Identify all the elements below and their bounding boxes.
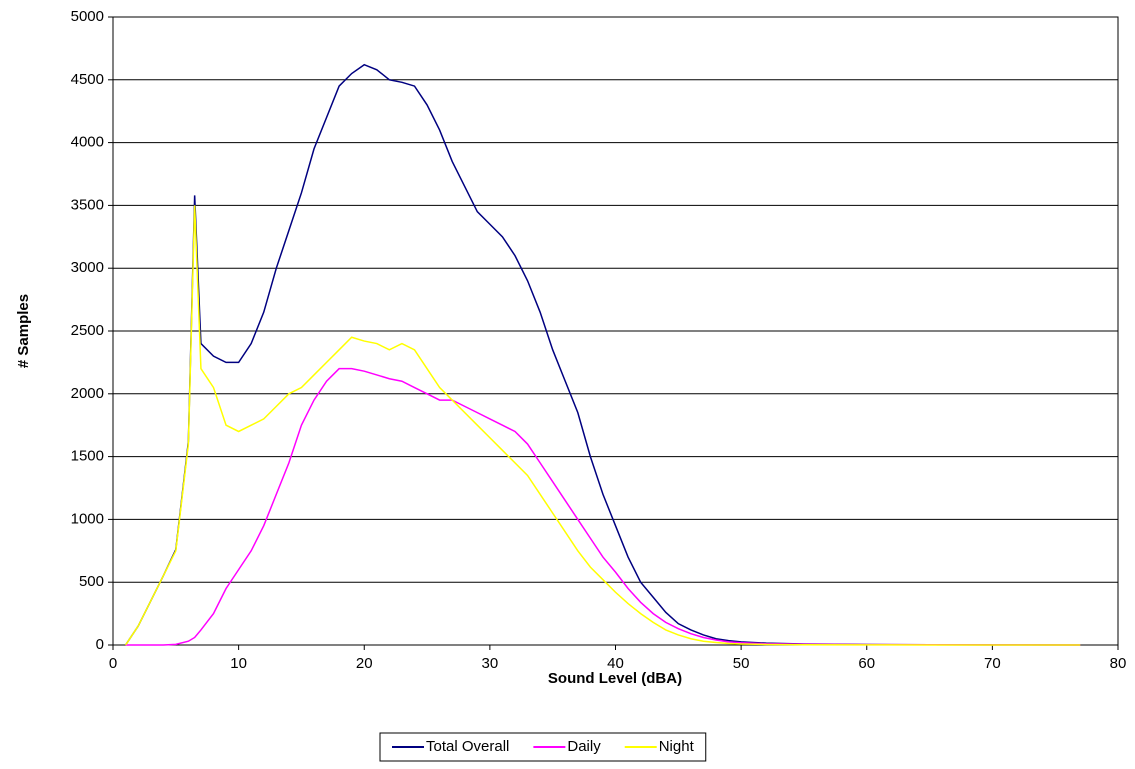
y-tick-label: 3500 <box>71 196 104 213</box>
x-tick-label: 40 <box>607 655 624 672</box>
legend-label: Night <box>659 738 695 755</box>
y-tick-label: 2000 <box>71 385 104 402</box>
legend-label: Total Overall <box>426 738 509 755</box>
data-line <box>124 63 1081 646</box>
x-tick-label: 80 <box>1110 655 1127 672</box>
x-axis-label: Sound Level (dBA) <box>548 670 682 687</box>
x-tick-label: 0 <box>109 655 117 672</box>
y-tick-label: 0 <box>96 636 104 653</box>
data-line <box>124 205 1081 646</box>
legend-label: Daily <box>567 738 601 755</box>
y-tick-label: 1000 <box>71 510 104 527</box>
x-tick-label: 10 <box>230 655 247 672</box>
y-tick-label: 2500 <box>71 322 104 339</box>
y-axis-label: # Samples <box>15 294 32 368</box>
y-tick-label: 500 <box>79 573 104 590</box>
y-tick-label: 4000 <box>71 134 104 151</box>
y-tick-label: 3000 <box>71 259 104 276</box>
x-tick-label: 60 <box>858 655 875 672</box>
x-tick-label: 50 <box>733 655 750 672</box>
y-tick-label: 4500 <box>71 71 104 88</box>
plot-border <box>112 16 1119 646</box>
data-line <box>125 367 1081 646</box>
x-tick-label: 30 <box>482 655 499 672</box>
legend: Total Overall Daily Night <box>379 732 707 762</box>
x-tick-label: 70 <box>984 655 1001 672</box>
y-tick-label: 5000 <box>71 8 104 25</box>
x-tick-label: 20 <box>356 655 373 672</box>
y-tick-label: 1500 <box>71 448 104 465</box>
